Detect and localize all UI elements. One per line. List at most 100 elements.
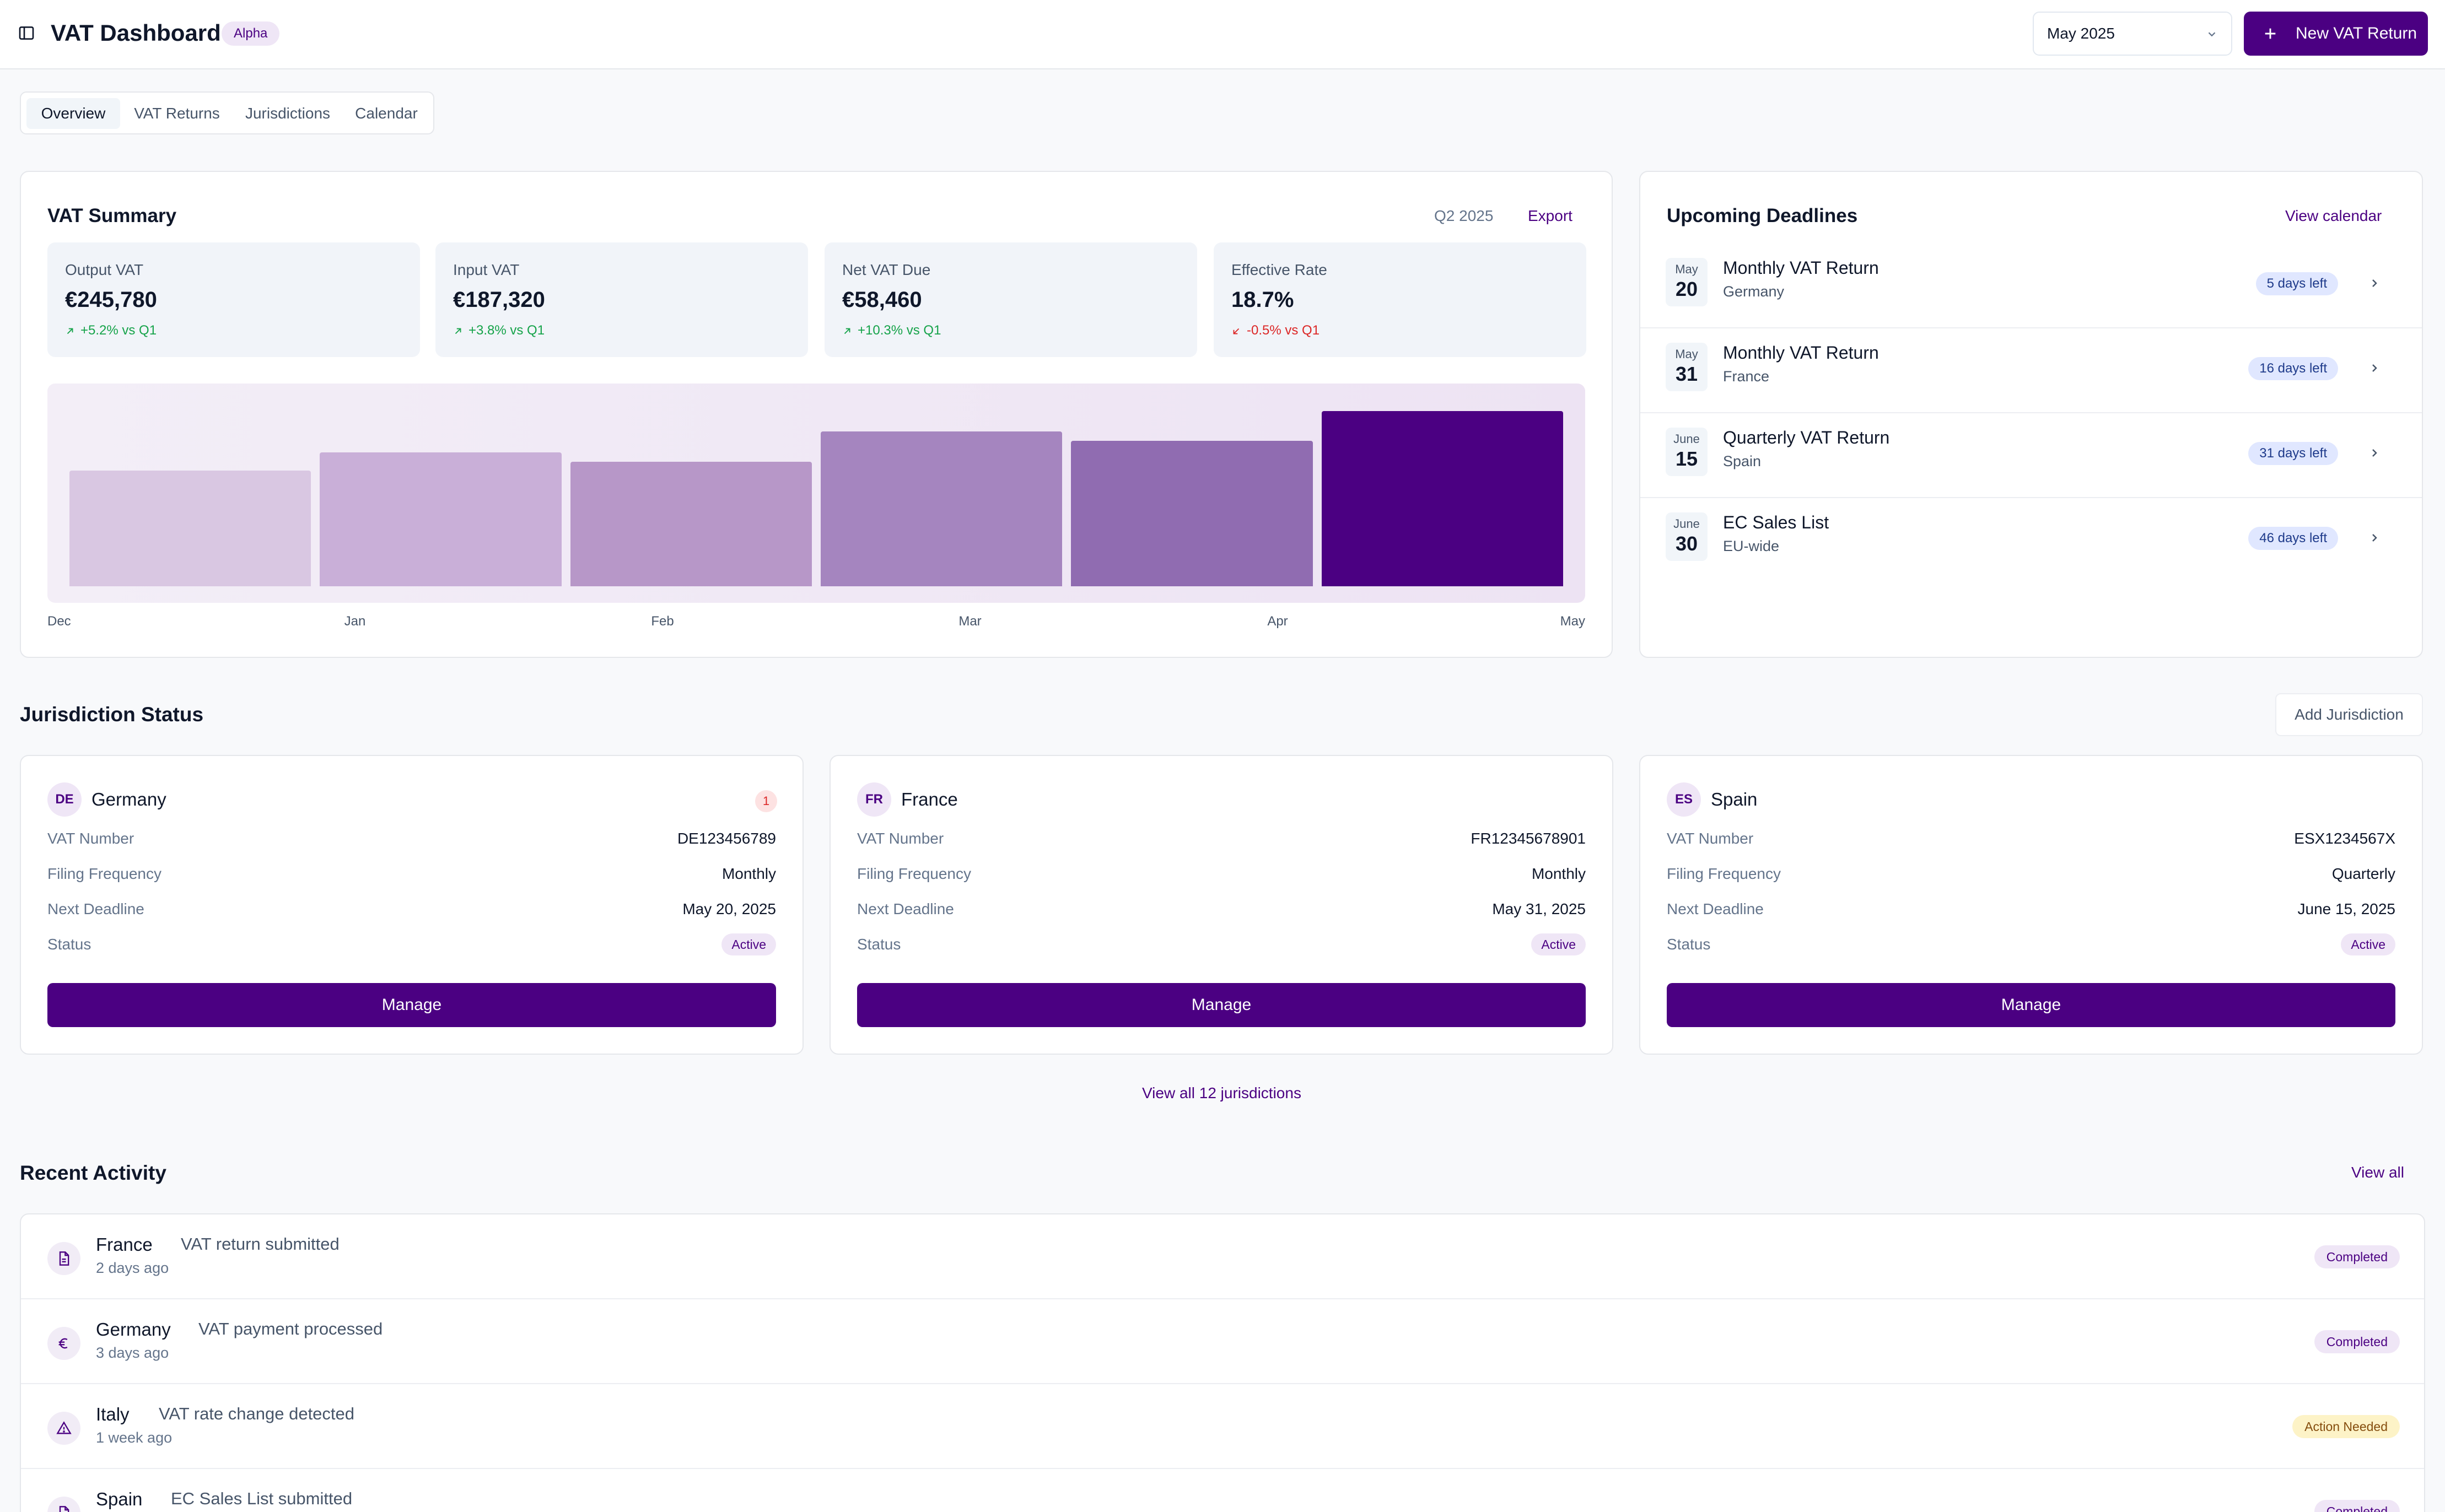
deadline-title: Monthly VAT Return	[1723, 343, 1879, 363]
next-deadline-value: May 20, 2025	[682, 900, 776, 917]
vat-summary-card: VAT Summary Q2 2025 Export Output VAT €2…	[20, 171, 1613, 658]
chart-bar-dec[interactable]	[69, 471, 311, 586]
view-calendar-link[interactable]: View calendar	[2285, 207, 2382, 224]
activity-country: Italy	[96, 1404, 130, 1424]
deadline-item[interactable]: June 30 EC Sales List EU-wide 46 days le…	[1640, 498, 2422, 583]
deadline-item[interactable]: June 15 Quarterly VAT Return Spain 31 da…	[1640, 413, 2422, 498]
activity-country: Spain	[96, 1489, 143, 1509]
days-left-badge: 46 days left	[2248, 527, 2338, 550]
chart-bar-feb[interactable]	[570, 461, 812, 586]
deadline-month: June	[1673, 517, 1700, 531]
activity-row[interactable]: Germany VAT payment processed 3 days ago…	[21, 1299, 2424, 1384]
vat-number-value: ESX1234567X	[2294, 830, 2395, 847]
activity-icon-wrap	[47, 1327, 80, 1360]
filing-frequency-label: Filing Frequency	[1667, 865, 1781, 882]
deadlines-title: Upcoming Deadlines	[1667, 205, 1858, 226]
arrow-up-right-icon	[455, 328, 461, 334]
activity-row[interactable]: France VAT return submitted 2 days ago C…	[21, 1214, 2424, 1299]
deadline-item[interactable]: May 20 Monthly VAT Return Germany 5 days…	[1640, 244, 2422, 328]
add-jurisdiction-button[interactable]: Add Jurisdiction	[2275, 693, 2423, 736]
filing-frequency-value: Quarterly	[2331, 865, 2395, 882]
activity-icon-wrap	[47, 1242, 80, 1275]
arrow-up-right-icon	[67, 328, 73, 334]
status-badge: Completed	[2314, 1330, 2400, 1353]
activity-description: VAT return submitted	[181, 1234, 340, 1254]
new-vat-return-button[interactable]: New VAT Return	[2244, 12, 2428, 56]
jurisdiction-name: Spain	[1711, 789, 1758, 809]
sidebar-toggle-icon[interactable]	[18, 24, 35, 42]
tab-calendar[interactable]: Calendar	[355, 105, 418, 122]
activity-time: 2 days ago	[96, 1260, 169, 1276]
chevron-right-icon[interactable]	[2368, 446, 2381, 460]
deadline-month: June	[1673, 432, 1700, 446]
tab-overview[interactable]: Overview	[26, 98, 120, 129]
vat-number-label: VAT Number	[47, 830, 134, 847]
chevron-down-icon	[2208, 32, 2216, 37]
manage-button[interactable]: Manage	[857, 983, 1586, 1027]
stat-label: Net VAT Due	[842, 261, 931, 278]
activity-description: VAT payment processed	[198, 1319, 383, 1338]
activity-row[interactable]: Spain EC Sales List submitted Completed	[21, 1469, 2424, 1512]
top-bar: VAT Dashboard Alpha May 2025 New VAT Ret…	[0, 0, 2445, 69]
deadline-month: May	[1675, 347, 1698, 361]
x-tick-label: Mar	[958, 614, 982, 629]
chevron-right-icon[interactable]	[2368, 361, 2381, 375]
euro-icon	[58, 1338, 68, 1349]
jurisdiction-card-germany: DE Germany 1 VAT Number DE123456789 Fili…	[20, 755, 804, 1055]
activity-description: VAT rate change detected	[159, 1404, 355, 1423]
arrow-down-left-icon	[1233, 328, 1240, 334]
country-code-avatar: FR	[857, 782, 891, 817]
deadline-item[interactable]: May 31 Monthly VAT Return France 16 days…	[1640, 328, 2422, 413]
stat-trend: -0.5% vs Q1	[1231, 323, 1320, 338]
activity-icon-wrap	[47, 1412, 80, 1445]
days-left-badge: 16 days left	[2248, 357, 2338, 380]
chart-bar-mar[interactable]	[821, 431, 1063, 586]
stat-trend: +5.2% vs Q1	[65, 323, 157, 338]
vat-summary-title: VAT Summary	[47, 205, 177, 226]
alpha-badge: Alpha	[222, 21, 280, 46]
country-code-avatar: DE	[47, 782, 82, 817]
file-icon	[59, 1251, 69, 1266]
chevron-right-icon[interactable]	[2368, 277, 2381, 290]
summary-period: Q2 2025	[1434, 207, 1494, 224]
chart-bar-apr[interactable]	[1071, 441, 1313, 586]
status-label: Status	[47, 936, 91, 953]
tab-vat-returns[interactable]: VAT Returns	[134, 105, 220, 122]
arrow-up-right-icon	[844, 328, 850, 334]
stat-label: Output VAT	[65, 261, 144, 278]
vat-number-value: FR12345678901	[1471, 830, 1586, 847]
jurisdiction-name: France	[901, 789, 958, 809]
period-select[interactable]: May 2025	[2033, 12, 2232, 56]
jurisdiction-card-spain: ES Spain VAT Number ESX1234567X Filing F…	[1639, 755, 2423, 1055]
export-button[interactable]: Export	[1528, 207, 1572, 224]
tab-jurisdictions[interactable]: Jurisdictions	[245, 105, 331, 122]
filing-frequency-value: Monthly	[721, 865, 776, 882]
jurisdiction-status-title: Jurisdiction Status	[20, 703, 204, 726]
recent-activity-list: France VAT return submitted 2 days ago C…	[20, 1213, 2425, 1512]
activity-row[interactable]: Italy VAT rate change detected 1 week ag…	[21, 1384, 2424, 1469]
chart-bar-may[interactable]	[1321, 411, 1563, 586]
status-badge: Completed	[2314, 1500, 2400, 1512]
manage-button[interactable]: Manage	[47, 983, 776, 1027]
deadline-subtitle: Spain	[1723, 453, 1762, 469]
stat-trend: +3.8% vs Q1	[453, 323, 545, 338]
view-all-jurisdictions-link[interactable]: View all 12 jurisdictions	[1142, 1084, 1301, 1101]
deadline-subtitle: EU-wide	[1723, 538, 1780, 554]
alert-count-badge: 1	[755, 790, 777, 812]
next-deadline-value: June 15, 2025	[2297, 900, 2396, 917]
stat-output-vat: Output VAT €245,780 +5.2% vs Q1	[47, 242, 420, 357]
vat-number-label: VAT Number	[857, 830, 944, 847]
x-tick-label: May	[1560, 614, 1585, 629]
chevron-right-icon[interactable]	[2368, 531, 2381, 544]
vat-number-label: VAT Number	[1667, 830, 1754, 847]
deadline-day: 30	[1675, 532, 1698, 555]
view-all-activity-link[interactable]: View all	[2351, 1164, 2404, 1181]
chart-bar-jan[interactable]	[320, 452, 562, 586]
manage-button[interactable]: Manage	[1667, 983, 2395, 1027]
activity-icon-wrap	[47, 1497, 80, 1512]
jurisdiction-name: Germany	[91, 789, 166, 809]
days-left-badge: 31 days left	[2248, 442, 2338, 465]
page-title: VAT Dashboard	[51, 20, 221, 46]
deadline-month: May	[1675, 262, 1698, 276]
deadline-subtitle: Germany	[1723, 283, 1785, 300]
